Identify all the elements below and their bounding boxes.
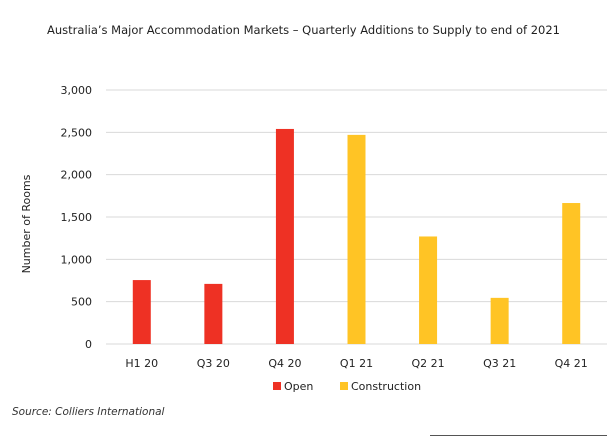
bar-construction	[419, 236, 438, 344]
y-tick-label: 1,000	[61, 253, 93, 266]
y-tick-label: 3,000	[61, 84, 93, 97]
y-axis-tick-labels: 0 500 1,000 1,500 2,000 2,500 3,000	[61, 84, 93, 351]
bar-open	[204, 283, 223, 344]
x-tick-label: Q4 20	[268, 357, 301, 370]
x-tick-label: Q3 21	[483, 357, 516, 370]
bars	[132, 128, 581, 344]
legend-swatch	[273, 382, 281, 390]
footer-divider	[430, 435, 607, 436]
x-tick-label: H1 20	[125, 357, 158, 370]
y-tick-label: 500	[71, 296, 92, 309]
chart-title: Australia’s Major Accommodation Markets …	[47, 23, 560, 37]
x-tick-label: Q2 21	[411, 357, 444, 370]
bar-open	[275, 128, 294, 344]
source-note: Source: Colliers International	[12, 406, 165, 418]
legend-label: Construction	[351, 380, 421, 393]
bar-construction	[562, 203, 581, 344]
legend-swatch	[340, 382, 348, 390]
y-tick-label: 2,500	[61, 126, 93, 139]
y-tick-label: 1,500	[61, 211, 93, 224]
x-axis-tick-labels: H1 20 Q3 20 Q4 20 Q1 21 Q2 21 Q3 21 Q4 21	[125, 357, 587, 370]
y-tick-label: 2,000	[61, 169, 93, 182]
legend: Open Construction	[273, 380, 421, 393]
y-axis-title: Number of Rooms	[20, 174, 33, 273]
y-tick-label: 0	[85, 338, 92, 351]
x-tick-label: Q1 21	[340, 357, 373, 370]
bar-construction	[347, 134, 366, 344]
x-tick-label: Q4 21	[555, 357, 588, 370]
x-tick-label: Q3 20	[197, 357, 230, 370]
bar-construction	[490, 297, 509, 344]
bar-open	[132, 280, 151, 344]
legend-label: Open	[284, 380, 313, 393]
